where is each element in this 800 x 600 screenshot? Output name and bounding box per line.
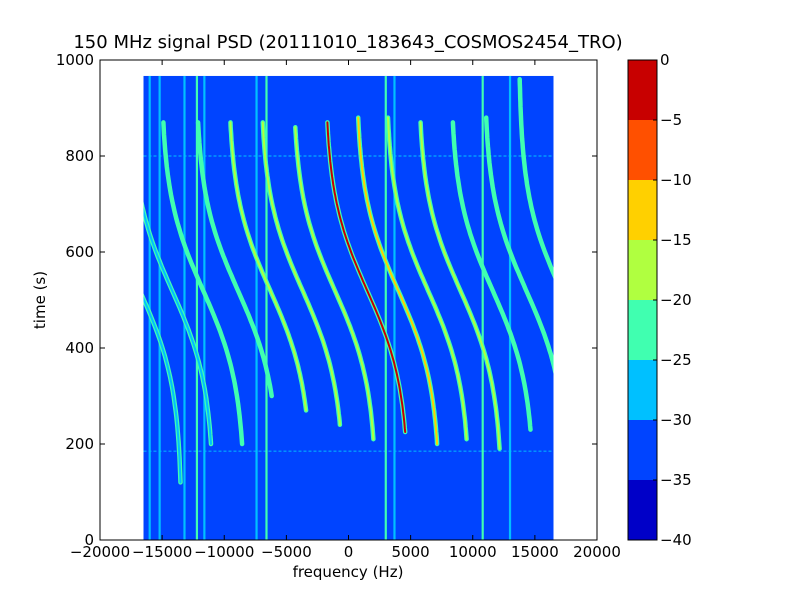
y-axis-label: time (s)	[31, 271, 49, 329]
x-tick-label: 0	[344, 543, 354, 561]
colorbar-frame	[627, 59, 658, 541]
colorbar-tick-label: 0	[660, 51, 670, 69]
y-tick-labels: 0 200 400 600 800 1000	[56, 51, 94, 549]
doppler-trace-core	[261, 121, 341, 426]
x-tick-label: 20000	[573, 543, 621, 561]
y-tick-label: 800	[65, 147, 94, 165]
colorbar-tick-label: −5	[660, 111, 682, 129]
doppler-trace-13	[517, 76, 554, 279]
x-tick-label: −15000	[132, 543, 192, 561]
doppler-trace-core	[197, 121, 273, 397]
colorbar-tick-label: −25	[660, 351, 692, 369]
doppler-trace-10	[418, 120, 502, 452]
doppler-trace-core	[518, 78, 554, 276]
colorbar-tick-label: −15	[660, 231, 692, 249]
heatmap	[143, 75, 554, 540]
doppler-trace-4	[228, 120, 309, 413]
doppler-trace-core	[229, 121, 308, 412]
doppler-trace-core	[451, 121, 532, 431]
x-tick-label: −5000	[261, 543, 312, 561]
colorbar-level-0	[628, 480, 657, 540]
x-tick-label: −20000	[70, 543, 130, 561]
doppler-trace-2	[161, 120, 245, 447]
doppler-trace-core	[143, 207, 212, 445]
y-tick-label: 400	[65, 339, 94, 357]
doppler-trace-8	[355, 115, 440, 447]
x-tick-label: 10000	[449, 543, 497, 561]
plot-frame	[99, 59, 598, 541]
doppler-trace-core	[419, 121, 501, 450]
y-tick-label: 600	[65, 243, 94, 261]
y-tick-label: 1000	[56, 51, 94, 69]
x-tick-labels: −20000 −15000 −10000 −5000 0 5000 10000 15000 20…	[70, 543, 621, 561]
colorbar-level-3	[628, 300, 657, 360]
colorbar-tick-labels: 0 −5 −10 −15 −20 −25 −30 −35 −40	[660, 51, 692, 549]
doppler-trace-core	[162, 121, 244, 445]
colorbar-tick-label: −20	[660, 291, 692, 309]
colorbar-level-2	[628, 360, 657, 420]
colorbar-tick-label: −40	[660, 531, 692, 549]
doppler-trace-1	[143, 201, 214, 447]
colorbar	[627, 59, 658, 541]
doppler-trace-core	[485, 116, 554, 369]
doppler-trace-core	[143, 296, 182, 484]
doppler-trace-0	[143, 293, 183, 485]
doppler-trace-11	[450, 120, 533, 432]
x-axis-label: frequency (Hz)	[293, 563, 404, 581]
plot-area	[99, 59, 598, 541]
y-tick-label: 0	[84, 531, 94, 549]
doppler-trace-5	[260, 120, 343, 428]
doppler-trace-6	[293, 124, 376, 442]
doppler-trace-core	[326, 121, 407, 433]
colorbar-tick-label: −30	[660, 411, 692, 429]
y-tick-label: 200	[65, 435, 94, 453]
colorbar-tick-label: −10	[660, 171, 692, 189]
colorbar-level-7	[628, 60, 657, 120]
doppler-trace-3	[195, 120, 274, 399]
colorbar-tick-label: −35	[660, 471, 692, 489]
x-tick-label: 5000	[392, 543, 430, 561]
doppler-trace-7	[325, 120, 408, 435]
doppler-trace-core	[294, 126, 375, 441]
doppler-trace-9	[385, 115, 469, 442]
chart-title: 150 MHz signal PSD (20111010_183643_COSM…	[73, 32, 622, 53]
doppler-trace-core	[387, 116, 468, 441]
colorbar-level-1	[628, 420, 657, 480]
doppler-trace-core	[357, 116, 439, 445]
colorbar-level-4	[628, 240, 657, 300]
colorbar-level-6	[628, 120, 657, 180]
doppler-trace-12	[483, 115, 554, 374]
x-tick-label: 15000	[511, 543, 559, 561]
x-tick-label: −10000	[194, 543, 254, 561]
colorbar-level-5	[628, 180, 657, 240]
